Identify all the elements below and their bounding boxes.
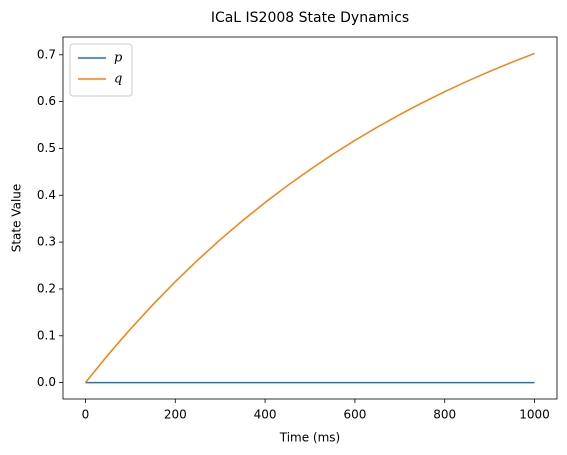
y-tick-label: 0.1 <box>37 328 56 342</box>
x-tick-label: 400 <box>254 408 277 422</box>
line-series <box>84 52 535 384</box>
x-tick-label: 200 <box>164 408 187 422</box>
y-tick-label: 0.6 <box>37 94 56 108</box>
y-axis-label: State Value <box>10 184 24 253</box>
plot-frame <box>62 36 558 400</box>
y-tick-label: 0.3 <box>37 235 56 249</box>
legend-label: p <box>114 51 123 66</box>
x-tick-label: 0 <box>82 408 90 422</box>
x-tick-label: 600 <box>343 408 366 422</box>
y-tick-label: 0.2 <box>37 281 56 295</box>
y-tick-label: 0.7 <box>37 47 56 61</box>
y-tick-label: 0.4 <box>37 188 56 202</box>
legend-label: q <box>114 72 122 87</box>
x-tick-label: 1000 <box>519 408 550 422</box>
y-tick-label: 0.5 <box>37 141 56 155</box>
x-tick-label: 800 <box>433 408 456 422</box>
y-tick-label: 0.0 <box>37 375 56 389</box>
chart-title: ICaL IS2008 State Dynamics <box>211 10 409 26</box>
x-axis-label: Time (ms) <box>279 431 341 445</box>
legend-box <box>69 43 133 97</box>
